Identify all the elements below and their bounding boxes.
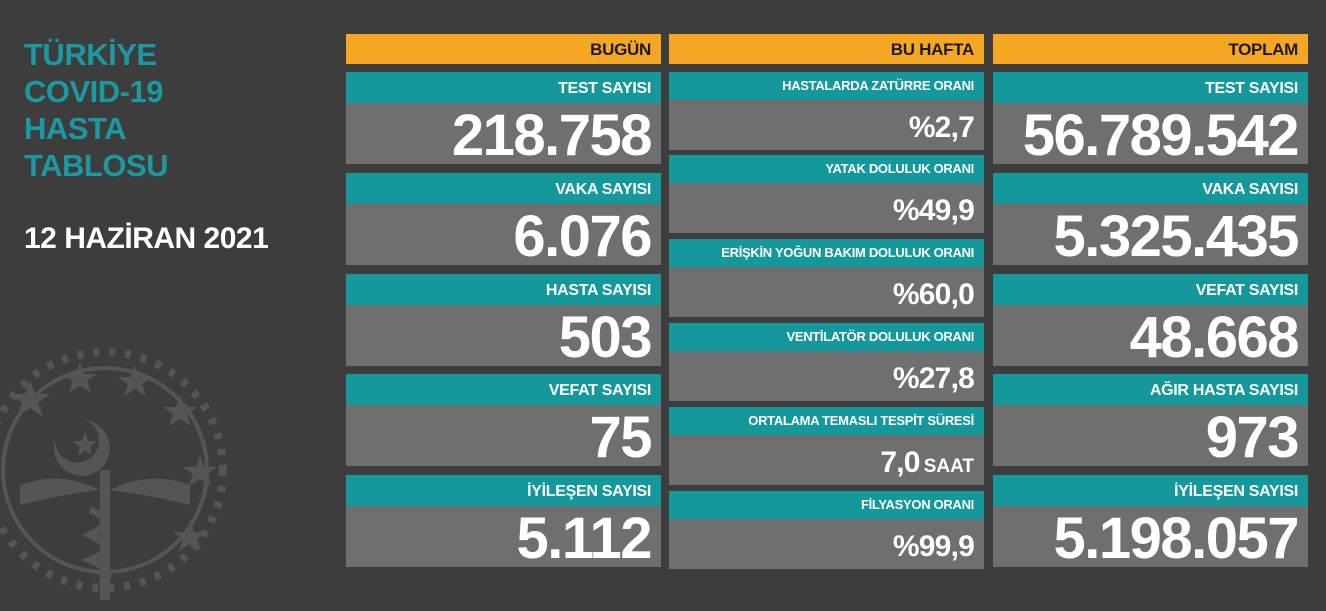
total-test-value: 56.789.542 <box>993 103 1308 168</box>
week-pneumonia-number: %2,7 <box>908 111 975 144</box>
week-contact-number: 7,0 <box>880 446 920 479</box>
week-filiation-number: %99,9 <box>892 530 975 563</box>
week-filiation-card: FİLYASYON ORANI %99,9 <box>669 491 984 569</box>
title-line-2: COVID-19 <box>24 74 163 109</box>
week-ventilator-value: %27,8 <box>669 351 984 401</box>
week-bed-value: %49,9 <box>669 183 984 233</box>
total-column: TOPLAM TEST SAYISI 56.789.542 VAKA SAYIS… <box>993 34 1308 571</box>
week-filiation-value: %99,9 <box>669 519 984 569</box>
today-death-label: VEFAT SAYISI <box>346 374 661 405</box>
week-contact-card: ORTALAMA TEMASLI TESPİT SÜRESİ 7,0 SAAT <box>669 407 984 485</box>
today-header: BUGÜN <box>346 34 661 64</box>
week-bed-label: YATAK DOLULUK ORANI <box>669 155 984 183</box>
today-patient-card: HASTA SAYISI 503 <box>346 274 661 370</box>
week-icu-value: %60,0 <box>669 267 984 317</box>
week-pneumonia-label: HASTALARDA ZATÜRRE ORANI <box>669 72 984 100</box>
total-test-label: TEST SAYISI <box>993 72 1308 103</box>
today-column: BUGÜN TEST SAYISI 218.758 VAKA SAYISI 6.… <box>346 34 661 571</box>
week-pneumonia-card: HASTALARDA ZATÜRRE ORANI %2,7 <box>669 72 984 150</box>
week-contact-unit: SAAT <box>923 456 974 477</box>
week-bed-card: YATAK DOLULUK ORANI %49,9 <box>669 155 984 233</box>
total-recovered-card: İYİLEŞEN SAYISI 5.198.057 <box>993 475 1308 571</box>
week-filiation-label: FİLYASYON ORANI <box>669 491 984 519</box>
today-test-card: TEST SAYISI 218.758 <box>346 72 661 168</box>
today-recovered-label: İYİLEŞEN SAYISI <box>346 475 661 506</box>
today-death-card: VEFAT SAYISI 75 <box>346 374 661 470</box>
week-ventilator-card: VENTİLATÖR DOLULUK ORANI %27,8 <box>669 323 984 401</box>
total-severe-card: AĞIR HASTA SAYISI 973 <box>993 374 1308 470</box>
week-ventilator-label: VENTİLATÖR DOLULUK ORANI <box>669 323 984 351</box>
week-pneumonia-value: %2,7 <box>669 100 984 150</box>
title-line-1: TÜRKİYE <box>24 37 157 72</box>
total-header: TOPLAM <box>993 34 1308 64</box>
today-case-label: VAKA SAYISI <box>346 173 661 204</box>
week-icu-label: ERİŞKİN YOĞUN BAKIM DOLULUK ORANI <box>669 239 984 267</box>
total-death-label: VEFAT SAYISI <box>993 274 1308 305</box>
week-contact-label: ORTALAMA TEMASLI TESPİT SÜRESİ <box>669 407 984 435</box>
today-recovered-card: İYİLEŞEN SAYISI 5.112 <box>346 475 661 571</box>
week-header: BU HAFTA <box>669 34 984 64</box>
week-icu-number: %60,0 <box>892 278 975 311</box>
week-bed-number: %49,9 <box>892 194 975 227</box>
total-severe-value: 973 <box>993 405 1308 470</box>
page-title: TÜRKİYE COVID-19 HASTA TABLOSU <box>24 36 169 184</box>
today-patient-value: 503 <box>346 305 661 370</box>
total-recovered-label: İYİLEŞEN SAYISI <box>993 475 1308 506</box>
total-case-label: VAKA SAYISI <box>993 173 1308 204</box>
total-death-card: VEFAT SAYISI 48.668 <box>993 274 1308 370</box>
today-case-value: 6.076 <box>346 204 661 269</box>
total-death-value: 48.668 <box>993 305 1308 370</box>
today-test-label: TEST SAYISI <box>346 72 661 103</box>
week-contact-value: 7,0 SAAT <box>669 435 984 485</box>
total-severe-label: AĞIR HASTA SAYISI <box>993 374 1308 405</box>
today-test-value: 218.758 <box>346 103 661 168</box>
today-recovered-value: 5.112 <box>346 506 661 571</box>
week-ventilator-number: %27,8 <box>892 362 975 395</box>
today-patient-label: HASTA SAYISI <box>346 274 661 305</box>
today-death-value: 75 <box>346 405 661 470</box>
total-test-card: TEST SAYISI 56.789.542 <box>993 72 1308 168</box>
total-case-card: VAKA SAYISI 5.325.435 <box>993 173 1308 269</box>
title-line-3: HASTA <box>24 111 126 146</box>
ministry-of-health-emblem-icon <box>0 348 227 600</box>
week-column: BU HAFTA HASTALARDA ZATÜRRE ORANI %2,7 Y… <box>669 34 984 570</box>
title-line-4: TABLOSU <box>24 148 169 183</box>
report-date: 12 HAZİRAN 2021 <box>24 222 269 255</box>
total-case-value: 5.325.435 <box>993 204 1308 269</box>
week-icu-card: ERİŞKİN YOĞUN BAKIM DOLULUK ORANI %60,0 <box>669 239 984 317</box>
today-case-card: VAKA SAYISI 6.076 <box>346 173 661 269</box>
total-recovered-value: 5.198.057 <box>993 506 1308 571</box>
